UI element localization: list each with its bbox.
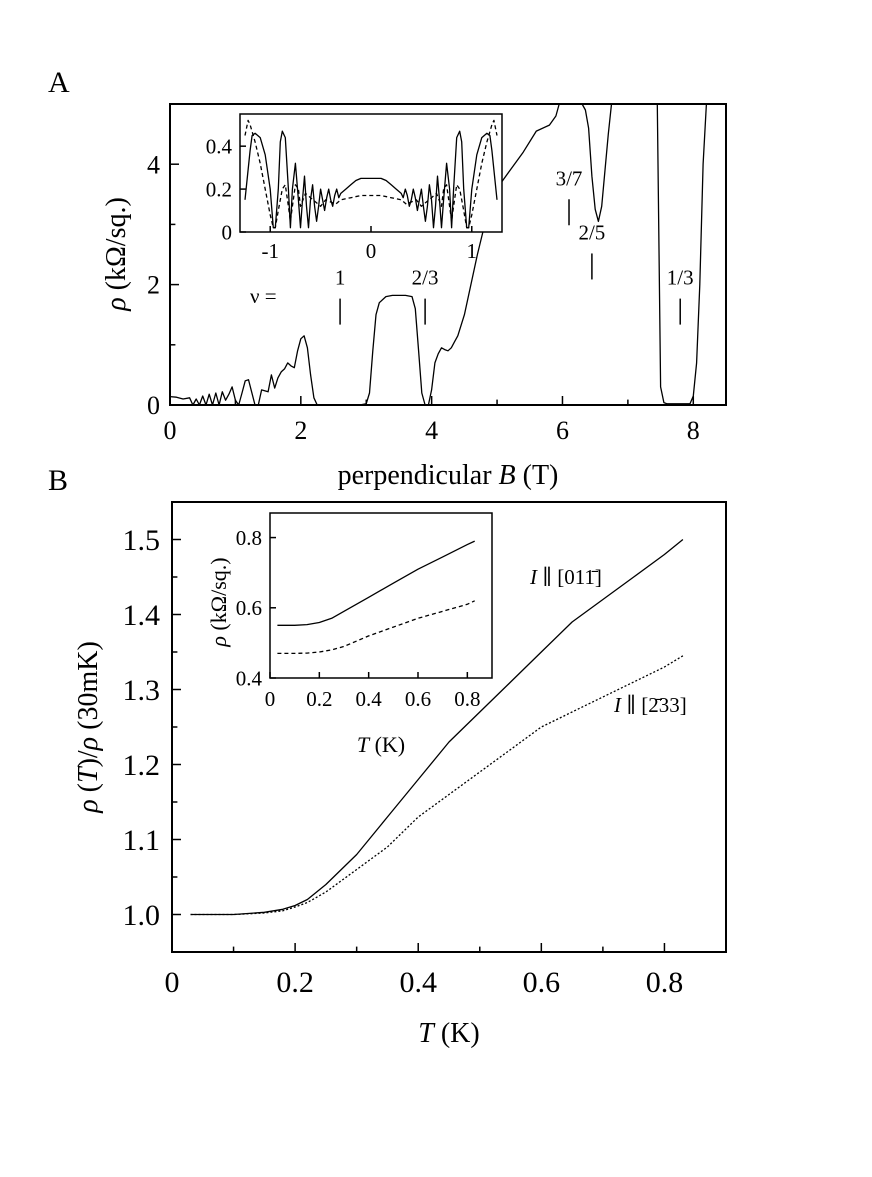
series-line-b-inset-dashed (277, 600, 475, 655)
y-tick-label: 1.5 (123, 524, 161, 557)
series-line-b-inset-solid (277, 540, 475, 626)
series-line-a-rho-xx (169, 103, 726, 406)
y-tick-label: 1.3 (123, 674, 161, 707)
y-tick-label: 0.8 (236, 526, 262, 550)
x-tick-label: 6 (556, 416, 569, 445)
y-tick-label: 1.4 (123, 599, 161, 632)
panel-b-inset-ylabel: ρ (kΩ/sq.) (206, 557, 231, 647)
y-tick-label: 0.4 (236, 666, 263, 690)
y-tick-label: 1.0 (123, 899, 161, 932)
x-tick-label: 0 (164, 416, 177, 445)
x-tick-label: 8 (687, 416, 700, 445)
x-tick-label: 0 (265, 687, 276, 711)
legend-label-233: I ∥ [2̄33] (613, 693, 687, 717)
panel-a-annotations: 1 2/3 3/7 2/5 1/3 (335, 166, 694, 325)
panel-a-inset-series (244, 119, 498, 229)
fraction-label: 1 (335, 266, 346, 290)
series-line-a-inset-dashed (244, 119, 498, 229)
x-tick-label: 0.2 (306, 687, 332, 711)
y-tick-label: 0.6 (236, 596, 262, 620)
fraction-label: 2/3 (412, 266, 439, 290)
y-tick-label: 1.2 (123, 749, 161, 782)
y-tick-label: 0.2 (206, 177, 232, 201)
x-tick-label: 0.8 (454, 687, 480, 711)
x-tick-label: 4 (425, 416, 438, 445)
series-line-a-inset-solid (244, 130, 498, 229)
x-tick-label: 0.6 (405, 687, 431, 711)
panel-a-ylabel: ρ (kΩ/sq.) (101, 197, 132, 312)
panel-b-inset-xlabel: T (K) (357, 732, 405, 757)
panel-a-inset-ticks: -1 0 1 0 0.2 0.4 (206, 135, 477, 263)
x-tick-label: 2 (294, 416, 307, 445)
series-line-b--01-1- (190, 538, 684, 916)
fraction-label: 2/5 (578, 220, 605, 244)
panel-a-frame (169, 103, 727, 406)
x-tick-label: 0 (165, 966, 180, 999)
panel-b-series (190, 538, 684, 916)
panel-a-inset: -1 0 1 0 0.2 0.4 (206, 113, 503, 263)
fraction-label: 3/7 (556, 166, 583, 190)
x-tick-label: 0.2 (276, 966, 314, 999)
panel-b: 0 0.2 0.4 0.6 0.8 1.0 1.1 1.2 1.3 1.4 1.5 I ∥ [011… (73, 501, 727, 1049)
series-line-b--2-33- (190, 655, 684, 916)
panel-b-ylabel: ρ (T)/ρ (30mK) (73, 641, 104, 814)
panel-b-xlabel: T (K) (418, 1018, 479, 1049)
y-tick-label: 0 (147, 391, 160, 420)
fraction-label: 1/3 (667, 266, 694, 290)
x-tick-label: 0.4 (356, 687, 383, 711)
y-tick-label: 4 (147, 150, 160, 179)
y-tick-label: 2 (147, 271, 160, 300)
nu-prefix: ν = (250, 284, 277, 308)
y-tick-label: 0.4 (206, 135, 233, 159)
panel-a-ticks: 0 2 4 6 8 0 2 4 (147, 150, 700, 445)
panel-a-letter: A (48, 66, 70, 99)
panel-b-inset-series (277, 540, 475, 655)
x-tick-label: 0.6 (523, 966, 561, 999)
panel-b-ticks: 0 0.2 0.4 0.6 0.8 1.0 1.1 1.2 1.3 1.4 1.5 (123, 524, 727, 999)
x-tick-label: 1 (467, 239, 478, 263)
panel-a-series (169, 103, 726, 406)
y-tick-label: 1.1 (123, 824, 161, 857)
x-tick-label: 0 (366, 239, 377, 263)
panel-b-inset: 0 0.2 0.4 0.6 0.8 0.4 0.6 0.8 T (K) ρ (kΩ/sq.) (206, 512, 493, 757)
x-tick-label: -1 (261, 239, 279, 263)
panel-b-letter: B (48, 464, 68, 497)
panel-b-inset-ticks: 0 0.2 0.4 0.6 0.8 0.4 0.6 0.8 (236, 526, 481, 711)
legend-label-01-1: I ∥ [011̄] (529, 565, 602, 589)
x-tick-label: 0.8 (646, 966, 684, 999)
panel-b-inset-frame (269, 512, 493, 679)
panel-a: 0 2 4 6 8 0 2 4 1 2/3 3/7 2/5 1/3 ν = perpendicular… (101, 103, 727, 491)
x-tick-label: 0.4 (399, 966, 437, 999)
panel-a-xlabel: perpendicular B (T) (338, 460, 559, 491)
y-tick-label: 0 (222, 220, 233, 244)
